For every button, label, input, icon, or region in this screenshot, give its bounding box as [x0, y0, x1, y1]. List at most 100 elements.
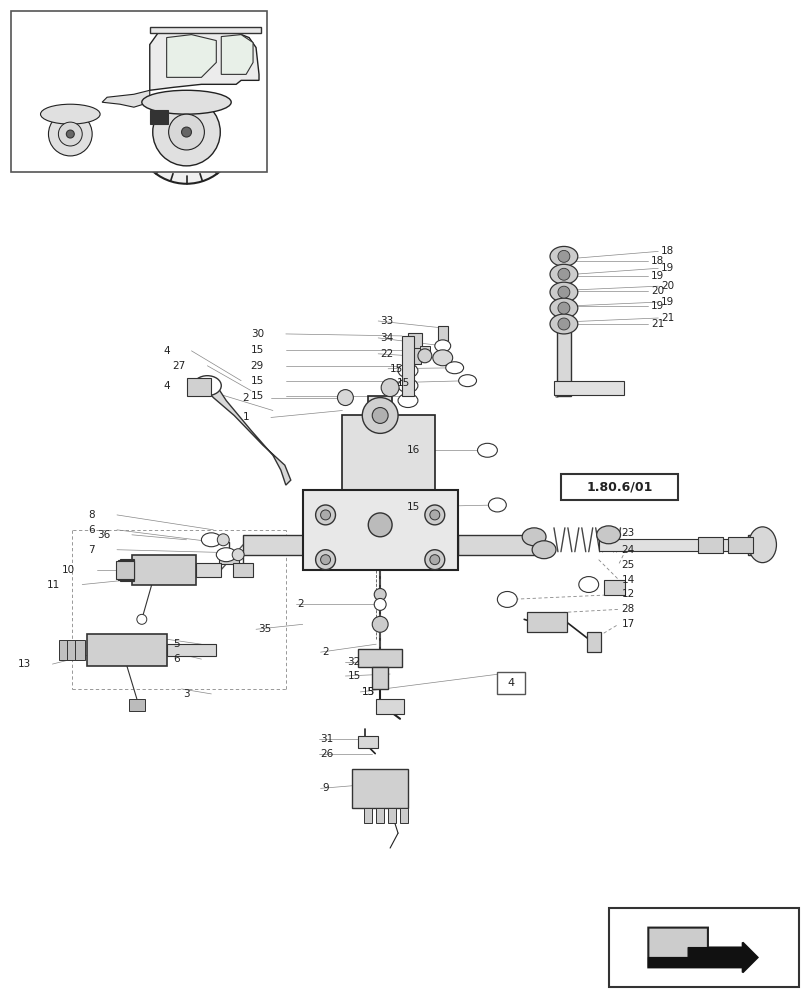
Bar: [131, 555, 196, 585]
Bar: [553, 381, 623, 395]
Polygon shape: [342, 396, 434, 490]
Text: 34: 34: [380, 333, 393, 343]
Polygon shape: [201, 381, 290, 485]
Circle shape: [315, 505, 335, 525]
Bar: [118, 560, 134, 580]
Bar: [11, 11, 267, 172]
Ellipse shape: [549, 264, 577, 284]
Ellipse shape: [578, 577, 598, 592]
Text: 21: 21: [650, 319, 663, 329]
Text: 15: 15: [397, 378, 410, 388]
Text: 19: 19: [650, 301, 663, 311]
Bar: [242, 535, 303, 555]
Circle shape: [371, 408, 388, 423]
Ellipse shape: [549, 282, 577, 302]
Bar: [419, 346, 429, 356]
Circle shape: [424, 505, 444, 525]
Ellipse shape: [216, 548, 236, 562]
Text: 8: 8: [88, 510, 95, 520]
Polygon shape: [647, 928, 757, 972]
Polygon shape: [102, 80, 260, 120]
Text: 24: 24: [620, 545, 634, 555]
Text: 1: 1: [242, 412, 249, 422]
Circle shape: [424, 550, 444, 570]
Text: 15: 15: [406, 502, 420, 512]
Text: 18: 18: [660, 246, 674, 256]
Bar: [697, 537, 722, 553]
Text: 25: 25: [620, 560, 634, 570]
Text: 2: 2: [322, 647, 328, 657]
Circle shape: [429, 510, 440, 520]
Text: 11: 11: [47, 580, 60, 590]
Circle shape: [135, 80, 238, 184]
Text: 2: 2: [298, 599, 304, 609]
Circle shape: [58, 122, 82, 146]
Text: 15: 15: [347, 671, 360, 681]
Circle shape: [337, 390, 353, 406]
Circle shape: [368, 513, 392, 537]
Circle shape: [375, 619, 384, 629]
Bar: [129, 699, 144, 711]
Circle shape: [374, 598, 386, 610]
Bar: [388, 808, 396, 823]
Ellipse shape: [549, 298, 577, 318]
Text: 1.80.6/01: 1.80.6/01: [586, 481, 652, 494]
Bar: [358, 736, 378, 748]
Ellipse shape: [497, 591, 517, 607]
Bar: [405, 348, 420, 364]
Ellipse shape: [531, 541, 556, 559]
Circle shape: [217, 534, 229, 546]
Ellipse shape: [458, 375, 476, 387]
Text: 19: 19: [650, 271, 663, 281]
Bar: [586, 632, 600, 652]
Ellipse shape: [142, 90, 231, 114]
Circle shape: [374, 589, 386, 600]
Text: 15: 15: [362, 687, 375, 697]
Circle shape: [232, 549, 244, 561]
Circle shape: [182, 127, 191, 137]
Bar: [87, 634, 166, 666]
Bar: [67, 640, 77, 660]
Text: 36: 36: [97, 530, 110, 540]
Bar: [219, 550, 239, 564]
Circle shape: [169, 114, 204, 150]
Text: 35: 35: [258, 624, 271, 634]
Bar: [233, 563, 253, 577]
Text: 15: 15: [251, 376, 264, 386]
Bar: [375, 808, 384, 823]
Polygon shape: [647, 943, 757, 972]
Circle shape: [315, 550, 335, 570]
Text: 6: 6: [88, 525, 95, 535]
Circle shape: [152, 98, 220, 166]
Bar: [166, 644, 216, 656]
Bar: [437, 326, 447, 341]
Text: 26: 26: [320, 749, 333, 759]
Ellipse shape: [193, 376, 221, 396]
Ellipse shape: [432, 350, 452, 366]
Ellipse shape: [549, 246, 577, 266]
Text: 33: 33: [380, 316, 393, 326]
Circle shape: [37, 101, 103, 167]
Circle shape: [429, 555, 440, 565]
Text: 31: 31: [320, 734, 333, 744]
Ellipse shape: [596, 526, 620, 544]
Bar: [149, 27, 260, 33]
Polygon shape: [221, 35, 253, 74]
Text: 3: 3: [182, 689, 189, 699]
Bar: [375, 699, 404, 714]
Text: 17: 17: [620, 619, 634, 629]
Ellipse shape: [397, 379, 418, 393]
Bar: [747, 535, 766, 555]
Circle shape: [418, 349, 431, 363]
Bar: [497, 672, 525, 694]
Circle shape: [320, 510, 330, 520]
Bar: [727, 537, 752, 553]
Bar: [401, 336, 414, 396]
Circle shape: [557, 268, 569, 280]
Circle shape: [320, 555, 330, 565]
Text: 21: 21: [660, 313, 674, 323]
Text: 20: 20: [660, 281, 674, 291]
Text: 19: 19: [660, 263, 674, 273]
Ellipse shape: [521, 528, 545, 546]
Text: 15: 15: [251, 391, 264, 401]
